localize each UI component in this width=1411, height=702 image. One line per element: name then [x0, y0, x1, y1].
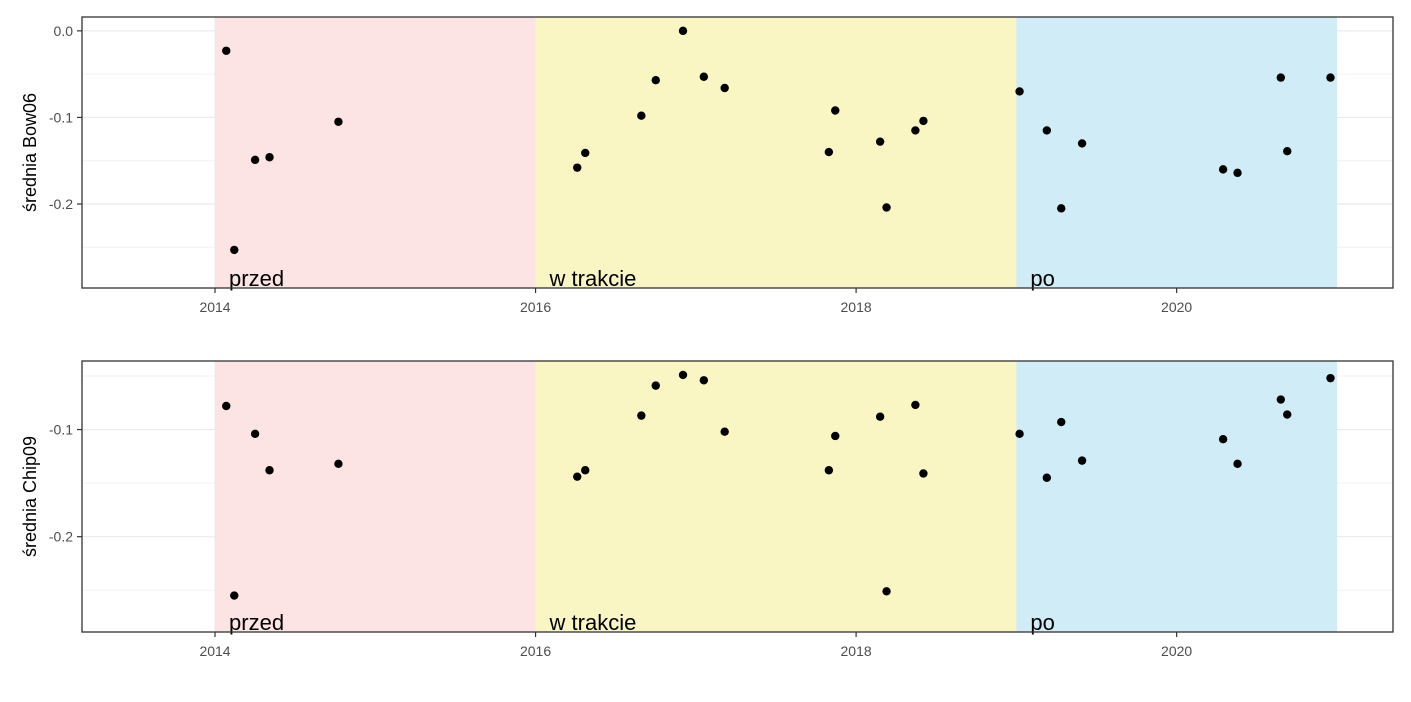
period-region-2	[535, 17, 1017, 288]
data-point	[1218, 434, 1228, 444]
data-point	[720, 83, 729, 93]
data-point	[1276, 73, 1286, 82]
data-point	[1077, 139, 1087, 148]
y-axis-title: średnia Bow06	[20, 93, 40, 212]
x-tick-label: 2018	[841, 643, 872, 659]
period-region-1	[215, 361, 536, 632]
data-point	[875, 137, 885, 146]
data-point	[882, 587, 891, 596]
data-point	[824, 147, 834, 157]
data-point	[222, 46, 231, 55]
data-point	[265, 153, 274, 162]
data-point	[1015, 87, 1024, 96]
data-point	[678, 370, 688, 380]
data-point	[919, 469, 928, 478]
data-point	[831, 106, 840, 115]
data-point	[230, 245, 239, 255]
y-tick-label: -0.1	[49, 422, 73, 438]
data-point	[678, 26, 688, 36]
data-point	[581, 148, 590, 158]
data-point	[1233, 459, 1242, 469]
data-point	[699, 376, 709, 385]
data-point	[250, 429, 260, 439]
data-point	[334, 117, 343, 126]
data-point	[1042, 473, 1052, 482]
data-point	[1233, 168, 1242, 178]
data-point	[230, 591, 239, 600]
x-tick-label: 2020	[1161, 299, 1192, 315]
panel-border	[81, 16, 1394, 289]
data-point	[1057, 204, 1066, 213]
data-point	[1326, 373, 1335, 383]
data-point	[637, 411, 646, 420]
x-tick-label: 2016	[520, 643, 551, 659]
data-point	[222, 401, 231, 411]
period-label-2: w trakcie	[549, 266, 637, 291]
x-tick-label: 2014	[199, 643, 230, 659]
data-point	[651, 381, 660, 390]
period-label-2: w trakcie	[549, 610, 637, 635]
x-tick-label: 2016	[520, 299, 551, 315]
data-point	[1218, 165, 1228, 174]
data-point	[882, 203, 891, 212]
data-point	[265, 466, 274, 475]
data-point	[1326, 73, 1335, 82]
data-point	[1015, 429, 1024, 439]
data-point	[720, 427, 729, 436]
y-tick-label: -0.1	[49, 109, 73, 125]
x-tick-label: 2020	[1161, 643, 1192, 659]
data-point	[831, 431, 840, 441]
period-label-1: przed	[229, 266, 284, 291]
y-tick-label: 0.0	[54, 23, 74, 39]
period-region-2	[535, 361, 1017, 632]
data-point	[875, 412, 885, 421]
data-point	[651, 76, 660, 85]
data-point	[250, 155, 260, 165]
data-point	[573, 472, 582, 481]
panel-border	[81, 360, 1394, 633]
y-axis-title: średnia Chip09	[20, 436, 40, 557]
x-tick-label: 2014	[199, 299, 230, 315]
period-region-1	[215, 17, 536, 288]
data-point	[1057, 417, 1066, 427]
y-tick-label: -0.2	[49, 196, 73, 212]
data-point	[573, 163, 582, 172]
data-point	[911, 126, 920, 135]
data-point	[581, 466, 590, 475]
data-point	[1276, 395, 1286, 404]
y-tick-label: -0.2	[49, 529, 73, 545]
panel-1: przed w trakcie po 0.0 -0.1 -0.2 2014 2016 2018 2…	[20, 16, 1394, 315]
data-point	[1283, 147, 1292, 156]
data-point	[919, 116, 928, 126]
data-point	[1042, 126, 1052, 135]
panel-2: przed w trakcie po -0.1 -0.2 2014 2016 2018 2020…	[20, 360, 1394, 659]
data-point	[1077, 456, 1087, 465]
data-point	[824, 466, 834, 475]
data-point	[699, 72, 709, 81]
period-label-3: po	[1030, 266, 1054, 291]
period-label-1: przed	[229, 610, 284, 635]
data-point	[637, 111, 646, 120]
period-region-3	[1016, 361, 1337, 632]
data-point	[1283, 410, 1292, 419]
period-label-3: po	[1030, 610, 1054, 635]
data-point	[911, 400, 920, 410]
x-tick-label: 2018	[841, 299, 872, 315]
data-point	[334, 459, 343, 469]
